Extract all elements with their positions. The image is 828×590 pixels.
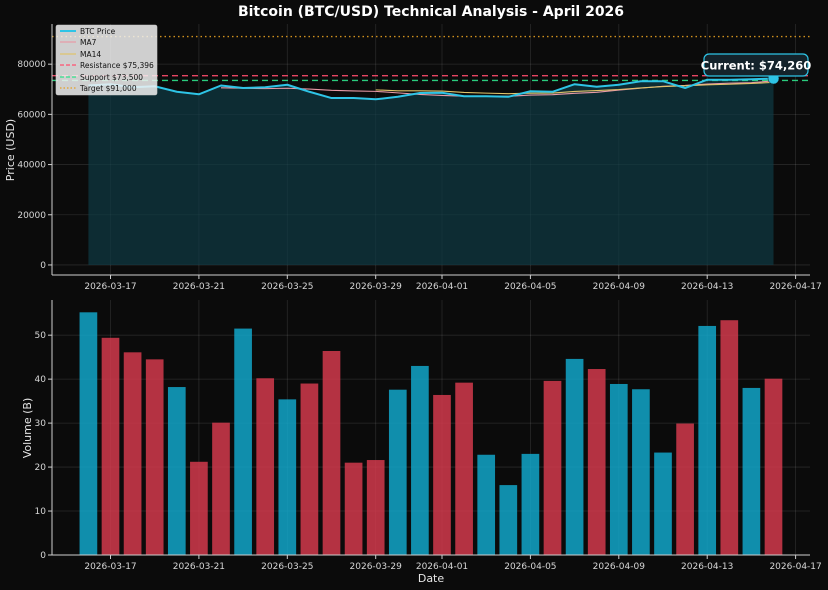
price-xtick-label-0: 2026-03-17 — [84, 282, 136, 292]
volume-bar-2026-03-16 — [79, 312, 98, 555]
ma14-line — [375, 81, 774, 95]
price-ylabel: Price (USD) — [4, 119, 17, 181]
volume-bar-2026-03-20 — [167, 387, 186, 555]
volume-bar-2026-04-11 — [654, 452, 672, 555]
volume-bar-2026-04-06 — [543, 380, 562, 555]
legend-label-support: Support $73,500 — [80, 73, 143, 82]
volume-bar-2026-03-31 — [411, 365, 429, 555]
volume-bar-2026-04-13 — [698, 325, 717, 555]
legend-label-btc-price: BTC Price — [80, 27, 116, 36]
volume-panel: 2026-03-17 2026-03-21 2026-03-25 2026-03-29… — [21, 300, 822, 585]
price-xtick-label-5: 2026-04-05 — [504, 282, 556, 292]
volume-xtick-label-2: 2026-03-25 — [261, 562, 313, 572]
price-axes: 2026-03-17 2026-03-21 2026-03-25 2026-03-29… — [17, 24, 822, 292]
price-ytick-label-3: 60000 — [17, 110, 46, 120]
volume-bar-2026-03-29 — [366, 460, 385, 555]
price-ytick-label-2: 40000 — [17, 161, 46, 171]
price-xtick-label-4: 2026-04-01 — [416, 282, 468, 292]
legend-label-resistance: Resistance $75,396 — [80, 61, 154, 70]
volume-ytick-label-1: 10 — [35, 507, 47, 517]
volume-bar-2026-04-08 — [587, 369, 606, 555]
volume-bar-2026-03-30 — [388, 389, 407, 555]
price-xtick-label-7: 2026-04-13 — [681, 282, 733, 292]
legend-box — [55, 24, 158, 96]
volume-xtick-label-6: 2026-04-09 — [593, 562, 646, 572]
volume-ytick-label-4: 40 — [35, 375, 47, 385]
volume-bar-2026-04-01 — [433, 394, 451, 555]
volume-ytick-label-5: 50 — [35, 331, 47, 341]
legend-label-ma7: MA7 — [80, 38, 97, 47]
volume-plot-area — [52, 300, 810, 555]
volume-ytick-label-3: 30 — [35, 419, 47, 429]
price-xtick-label-3: 2026-03-29 — [350, 282, 403, 292]
chart-title: Bitcoin (BTC/USD) Technical Analysis - A… — [238, 4, 624, 20]
volume-bar-2026-04-12 — [676, 423, 694, 555]
volume-bar-2026-04-09 — [609, 383, 628, 555]
volume-bar-2026-04-05 — [521, 453, 540, 555]
current-price-annotation: Current: $74,260 — [701, 53, 811, 77]
volume-bar-2026-04-15 — [742, 387, 761, 555]
volume-xlabel: Date — [418, 572, 445, 585]
annotation-text: Current: $74,260 — [701, 59, 811, 73]
price-xtick-label-6: 2026-04-09 — [593, 282, 646, 292]
btc-price-line — [88, 77, 774, 101]
volume-bar-2026-03-23 — [234, 328, 252, 555]
volume-bar-2026-03-28 — [344, 462, 363, 555]
legend-label-ma14: MA14 — [80, 50, 101, 59]
volume-bar-2026-04-04 — [499, 485, 518, 555]
price-xtick-label-1: 2026-03-21 — [173, 282, 225, 292]
price-ytick-label-1: 20000 — [17, 211, 46, 221]
volume-bar-2026-03-21 — [190, 461, 208, 555]
volume-bar-2026-03-19 — [145, 359, 164, 555]
volume-bar-2026-03-24 — [256, 378, 275, 555]
volume-axes: 2026-03-17 2026-03-21 2026-03-25 2026-03-29… — [35, 300, 822, 572]
price-xtick-label-2: 2026-03-25 — [261, 282, 313, 292]
volume-bar-2026-03-22 — [212, 422, 230, 555]
price-marks — [52, 35, 810, 265]
annotation-box — [703, 53, 809, 77]
btc-price-area — [88, 78, 774, 265]
volume-bar-2026-03-26 — [300, 383, 319, 555]
volume-bar-2026-04-16 — [764, 378, 783, 555]
volume-bar-2026-03-25 — [278, 399, 297, 555]
volume-bar-2026-04-07 — [565, 358, 584, 555]
volume-bar-2026-03-17 — [101, 337, 120, 555]
volume-ytick-label-0: 0 — [40, 551, 46, 561]
volume-bar-2026-04-14 — [720, 320, 739, 555]
volume-bar-2026-04-10 — [632, 389, 650, 555]
price-legend: BTC Price MA7 MA14 Resistance $75,396 Su… — [55, 24, 158, 96]
volume-xtick-label-0: 2026-03-17 — [84, 562, 136, 572]
legend-label-target: Target $91,000 — [79, 84, 137, 93]
volume-bar-2026-03-18 — [123, 352, 142, 555]
volume-xtick-label-8: 2026-04-17 — [769, 562, 821, 572]
volume-xtick-label-7: 2026-04-13 — [681, 562, 733, 572]
volume-ylabel: Volume (B) — [21, 398, 34, 459]
volume-bar-2026-04-03 — [477, 454, 496, 555]
volume-ytick-label-2: 20 — [35, 463, 47, 473]
volume-bar-2026-03-27 — [322, 351, 341, 555]
price-panel: 2026-03-17 2026-03-21 2026-03-25 2026-03-29… — [4, 24, 822, 292]
volume-xtick-label-5: 2026-04-05 — [504, 562, 556, 572]
volume-xtick-label-4: 2026-04-01 — [416, 562, 468, 572]
price-ytick-label-0: 0 — [40, 261, 46, 271]
price-xtick-label-8: 2026-04-17 — [769, 282, 821, 292]
volume-xtick-label-1: 2026-03-21 — [173, 562, 225, 572]
volume-bar-2026-04-02 — [455, 382, 473, 555]
volume-marks — [79, 312, 783, 555]
price-ytick-label-4: 80000 — [17, 60, 46, 70]
volume-xtick-label-3: 2026-03-29 — [350, 562, 403, 572]
